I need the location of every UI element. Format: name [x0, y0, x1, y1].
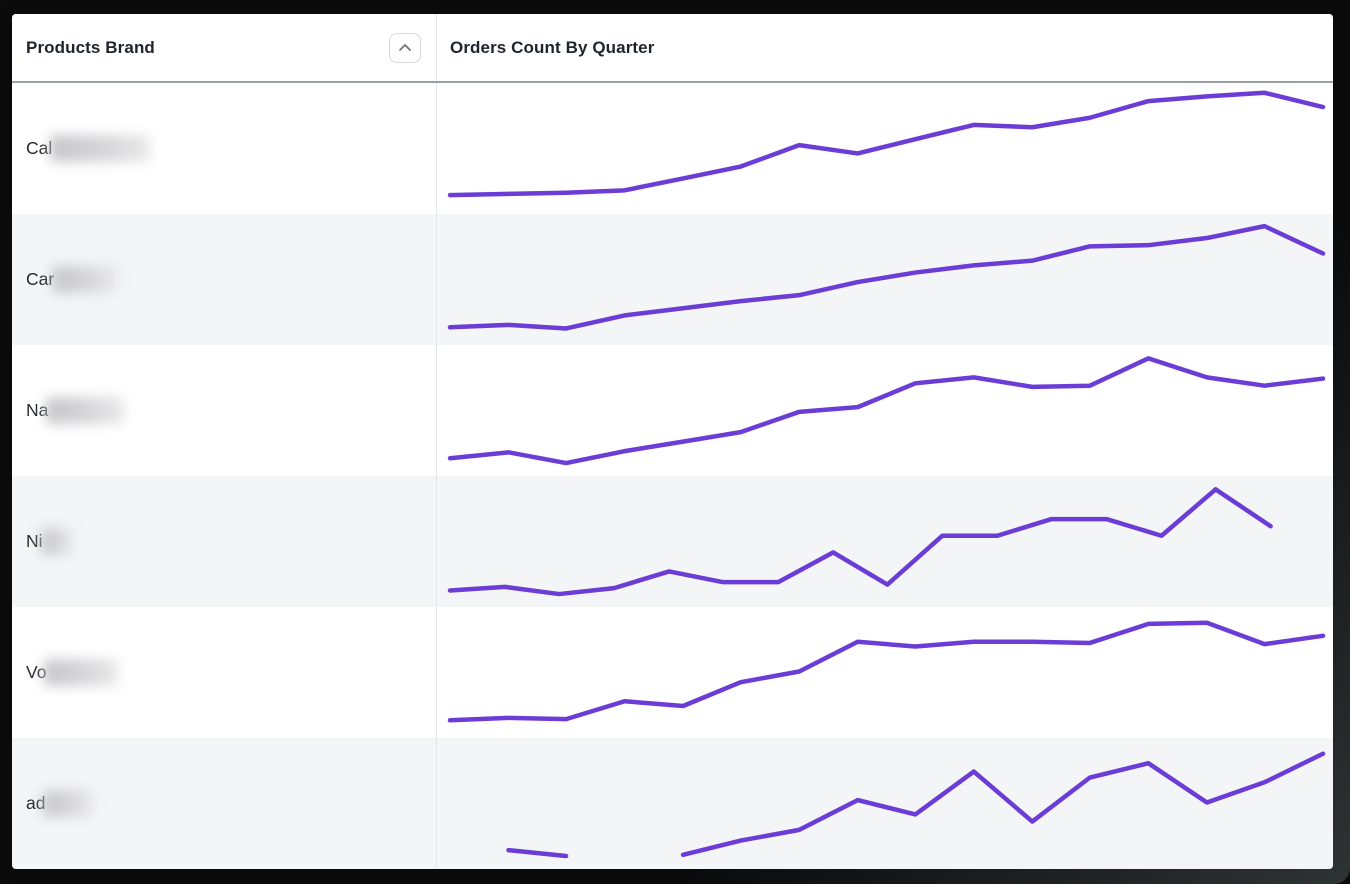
- sparkline-cell: [437, 738, 1333, 869]
- products-brand-header-label: Products Brand: [26, 37, 155, 57]
- brand-name: Ni: [26, 531, 43, 551]
- brand-cell: Na: [12, 345, 437, 476]
- redacted-brand-text: [40, 528, 73, 555]
- redacted-brand-text: [43, 790, 94, 817]
- brand-name: Car: [26, 269, 55, 289]
- brand-cell: ad: [12, 738, 437, 869]
- table-row[interactable]: Ni: [12, 476, 1333, 607]
- brand-cell: Cal: [12, 83, 437, 214]
- brand-cell: Vo: [12, 607, 437, 738]
- table-header: Products Brand Orders Count By Quarter: [12, 14, 1333, 83]
- column-header-orders-count: Orders Count By Quarter: [437, 14, 1333, 81]
- brand-name: ad: [26, 793, 46, 813]
- brand-cell: Car: [12, 214, 437, 345]
- orders-sparkline: [450, 219, 1323, 338]
- sort-ascending-button[interactable]: [389, 32, 421, 63]
- redacted-brand-text: [46, 397, 125, 424]
- orders-sparkline: [450, 350, 1323, 469]
- sparkline-cell: [437, 214, 1333, 345]
- brand-name: Vo: [26, 662, 47, 682]
- chevron-up-icon: [398, 43, 412, 52]
- redacted-brand-text: [50, 135, 151, 162]
- table-row[interactable]: Na: [12, 345, 1333, 476]
- sparkline-cell: [437, 607, 1333, 738]
- table-row[interactable]: Car: [12, 214, 1333, 345]
- redacted-brand-text: [44, 659, 119, 686]
- table-row[interactable]: Vo: [12, 607, 1333, 738]
- orders-sparkline: [450, 612, 1323, 731]
- orders-sparkline: [450, 88, 1323, 207]
- orders-count-header-label: Orders Count By Quarter: [450, 37, 655, 57]
- sparkline-cell: [437, 476, 1333, 607]
- sparkline-cell: [437, 83, 1333, 214]
- brand-cell: Ni: [12, 476, 437, 607]
- redacted-brand-text: [52, 266, 119, 293]
- column-header-products-brand: Products Brand: [12, 14, 437, 81]
- brand-name: Cal: [26, 138, 53, 158]
- table-body: Cal Car Na Ni: [12, 83, 1333, 869]
- orders-sparkline: [450, 743, 1323, 862]
- table-row[interactable]: Cal: [12, 83, 1333, 214]
- table-row[interactable]: ad: [12, 738, 1333, 869]
- orders-sparkline: [450, 481, 1323, 600]
- data-table-card: Products Brand Orders Count By Quarter C…: [12, 14, 1333, 869]
- sparkline-cell: [437, 345, 1333, 476]
- brand-name: Na: [26, 400, 49, 420]
